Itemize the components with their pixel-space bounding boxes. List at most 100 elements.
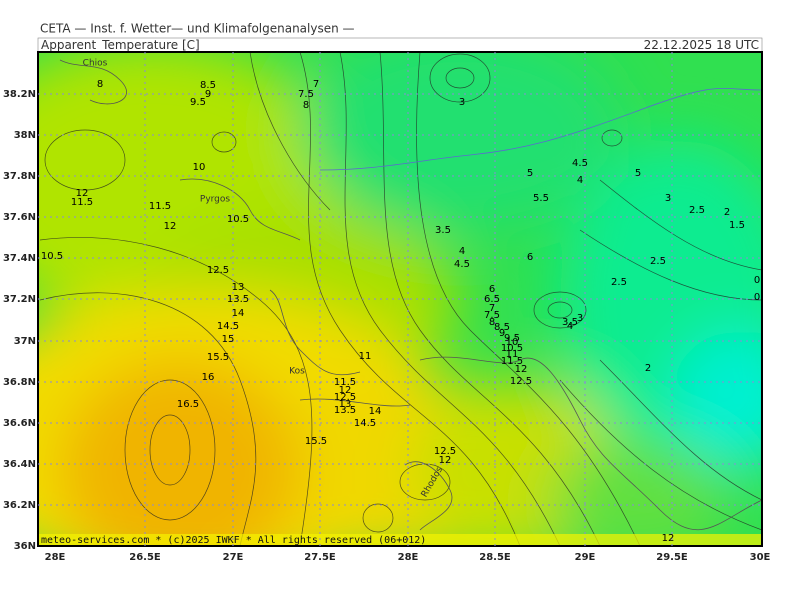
- contour-label: 11.5: [149, 201, 171, 212]
- y-tick-label: 36.8N: [3, 377, 36, 388]
- contour-label: 4: [577, 175, 583, 186]
- axis-ticks: 28E 26.5E 27E 27.5E 28E 28.5E 29E 29.5E 30E 38.2N…: [3, 89, 771, 563]
- contour-label: 14: [232, 308, 245, 319]
- contour-label: 8.5: [200, 80, 216, 91]
- contour-label: 0: [754, 275, 760, 286]
- graticule: [38, 52, 762, 546]
- contour-label: 13.5: [334, 405, 356, 416]
- contour-label: 2.5: [611, 277, 627, 288]
- footer: meteo-services.com * (c)2025 IWKF * All …: [41, 535, 426, 546]
- contour-label: 12: [164, 221, 177, 232]
- x-tick-label: 28.5E: [479, 552, 511, 563]
- contour-label: 9.5: [190, 97, 206, 108]
- contour-label: 3: [459, 97, 465, 108]
- contour-label: 13.5: [227, 294, 249, 305]
- place-name: Pyrgos: [200, 195, 231, 205]
- contour-label: 12.5: [434, 446, 456, 457]
- contour-label: 4.5: [454, 259, 470, 270]
- contour-label: 16: [202, 372, 215, 383]
- contour-label: 6: [489, 284, 495, 295]
- x-tick-label: 29.5E: [656, 552, 688, 563]
- contour-label: 1.5: [729, 220, 745, 231]
- map-field: [38, 52, 762, 546]
- place-name: Kos: [289, 367, 305, 377]
- y-tick-label: 37N: [14, 336, 36, 347]
- x-tick-label: 26.5E: [129, 552, 161, 563]
- map-title: Apparent_Temperature [C]: [41, 38, 200, 52]
- contour-label: 5: [635, 168, 641, 179]
- contour-label: 13: [339, 399, 352, 410]
- contour-label: 11: [506, 349, 519, 360]
- contour-label: 12.5: [510, 376, 532, 387]
- contour-label: 10: [506, 337, 519, 348]
- contour-label: 4: [567, 321, 573, 332]
- contour-label: 6: [527, 252, 533, 263]
- contour-label: 10.5: [501, 343, 523, 354]
- contour-label: 11.5: [71, 197, 93, 208]
- contour-label: 12: [339, 385, 352, 396]
- y-tick-label: 36N: [14, 541, 36, 552]
- y-tick-label: 37.4N: [3, 253, 36, 264]
- contour-label: 8: [489, 317, 495, 328]
- contour-label: 3.5: [435, 225, 451, 236]
- contour-label: 3.5: [562, 317, 578, 328]
- x-tick-label: 27.5E: [304, 552, 336, 563]
- contour-label: 6.5: [484, 294, 500, 305]
- contour-label: 5.5: [533, 193, 549, 204]
- contour-label: 15: [222, 334, 235, 345]
- x-tick-label: 28E: [398, 552, 419, 563]
- contour-label: 3: [665, 193, 671, 204]
- contour-label: 14: [369, 406, 382, 417]
- contour-label: 8: [97, 79, 103, 90]
- x-tick-label: 29E: [575, 552, 596, 563]
- y-tick-label: 37.2N: [3, 294, 36, 305]
- contour-label: 12.5: [207, 265, 229, 276]
- contour-label: 9: [499, 328, 505, 339]
- map-date: 22.12.2025 18 UTC: [644, 38, 759, 52]
- contour-label: 15.5: [207, 352, 229, 363]
- contour-label: 12: [515, 364, 528, 375]
- contour-label: 4: [459, 246, 465, 257]
- source-line: CETA — Inst. f. Wetter— und Klimafolgena…: [40, 22, 355, 36]
- contour-label: 10.5: [41, 251, 63, 262]
- contour-label: 5: [527, 168, 533, 179]
- contour-label: 8: [303, 100, 309, 111]
- contour-label: 12: [439, 455, 452, 466]
- x-tick-label: 27E: [223, 552, 244, 563]
- contour-label: 12: [76, 188, 89, 199]
- contour-label: 8.5: [494, 322, 510, 333]
- y-tick-label: 36.2N: [3, 500, 36, 511]
- contour-label: 11.5: [501, 356, 523, 367]
- contour-label: 0: [754, 292, 760, 303]
- x-tick-label: 28E: [45, 552, 66, 563]
- contour-label: 9.5: [504, 333, 520, 344]
- coastlines: [59, 59, 762, 531]
- contour-label: 7: [313, 79, 319, 90]
- contour-label: 15.5: [305, 436, 327, 447]
- contour-label: 10: [193, 162, 206, 173]
- contour-label: 12: [662, 533, 675, 544]
- contour-label: 12.5: [334, 392, 356, 403]
- contour-label: 2: [724, 207, 730, 218]
- y-tick-label: 37.6N: [3, 212, 36, 223]
- y-tick-label: 38N: [14, 130, 36, 141]
- contour-label: 13: [232, 282, 245, 293]
- contour-label: 14.5: [217, 321, 239, 332]
- contour-label: 4.5: [572, 158, 588, 169]
- contour-label: 7: [489, 303, 495, 314]
- contour-label: 9: [205, 89, 211, 100]
- contour-label: 7.5: [298, 89, 314, 100]
- contour-label: 11.5: [334, 377, 356, 388]
- contour-label: 7.5: [484, 310, 500, 321]
- contour-label: 3: [577, 313, 583, 324]
- place-name: Chios: [83, 59, 108, 69]
- contour-label: 14.5: [354, 418, 376, 429]
- contour-label: 10.5: [227, 214, 249, 225]
- contour-label: 16.5: [177, 399, 199, 410]
- y-tick-label: 37.8N: [3, 171, 36, 182]
- y-tick-label: 36.6N: [3, 418, 36, 429]
- y-tick-label: 36.4N: [3, 459, 36, 470]
- contour-label: 2.5: [650, 256, 666, 267]
